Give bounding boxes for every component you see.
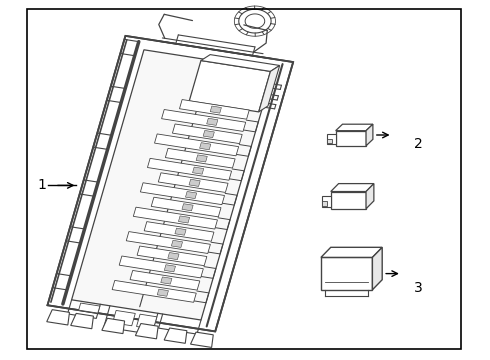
Polygon shape (186, 192, 196, 199)
Bar (322, 196, 331, 207)
Polygon shape (48, 36, 293, 332)
Polygon shape (199, 143, 211, 150)
Polygon shape (259, 66, 280, 112)
Polygon shape (157, 289, 169, 296)
Polygon shape (137, 314, 157, 329)
Polygon shape (144, 222, 214, 241)
Polygon shape (164, 328, 187, 343)
Polygon shape (189, 179, 200, 186)
Polygon shape (72, 50, 273, 320)
Polygon shape (182, 204, 193, 211)
Text: 3: 3 (414, 281, 423, 295)
Polygon shape (366, 184, 374, 209)
Polygon shape (196, 155, 207, 162)
Polygon shape (133, 207, 218, 229)
Polygon shape (71, 314, 94, 329)
Text: 2: 2 (414, 137, 423, 151)
Polygon shape (372, 247, 382, 290)
Polygon shape (102, 318, 124, 334)
Polygon shape (119, 256, 203, 278)
Bar (327, 134, 336, 144)
Polygon shape (336, 131, 366, 146)
Polygon shape (158, 173, 228, 193)
Polygon shape (168, 252, 179, 260)
Polygon shape (321, 247, 382, 257)
Polygon shape (179, 100, 249, 119)
Polygon shape (113, 310, 135, 326)
Polygon shape (331, 184, 374, 192)
Polygon shape (165, 148, 235, 168)
Polygon shape (172, 124, 242, 144)
Polygon shape (161, 277, 172, 284)
Polygon shape (135, 324, 158, 339)
Bar (27, 9, 461, 349)
Polygon shape (162, 109, 245, 131)
Polygon shape (151, 197, 221, 217)
Polygon shape (175, 228, 186, 235)
Polygon shape (78, 303, 100, 313)
Polygon shape (112, 280, 196, 302)
Polygon shape (141, 183, 224, 204)
Polygon shape (207, 118, 218, 125)
Polygon shape (203, 130, 214, 138)
Polygon shape (126, 231, 210, 253)
Bar (322, 201, 327, 206)
Bar (327, 139, 332, 143)
Polygon shape (331, 192, 366, 209)
Polygon shape (321, 257, 372, 290)
Polygon shape (201, 55, 280, 71)
Polygon shape (47, 310, 70, 325)
Text: 1: 1 (37, 179, 46, 192)
Polygon shape (336, 124, 373, 131)
Polygon shape (130, 270, 200, 290)
Polygon shape (147, 158, 232, 180)
Polygon shape (193, 167, 204, 174)
Polygon shape (172, 240, 183, 247)
Polygon shape (210, 106, 221, 113)
Polygon shape (178, 216, 190, 223)
Polygon shape (164, 265, 175, 272)
Polygon shape (189, 60, 270, 112)
Polygon shape (366, 124, 373, 146)
Polygon shape (191, 332, 213, 347)
Polygon shape (154, 134, 239, 156)
Polygon shape (137, 246, 207, 266)
